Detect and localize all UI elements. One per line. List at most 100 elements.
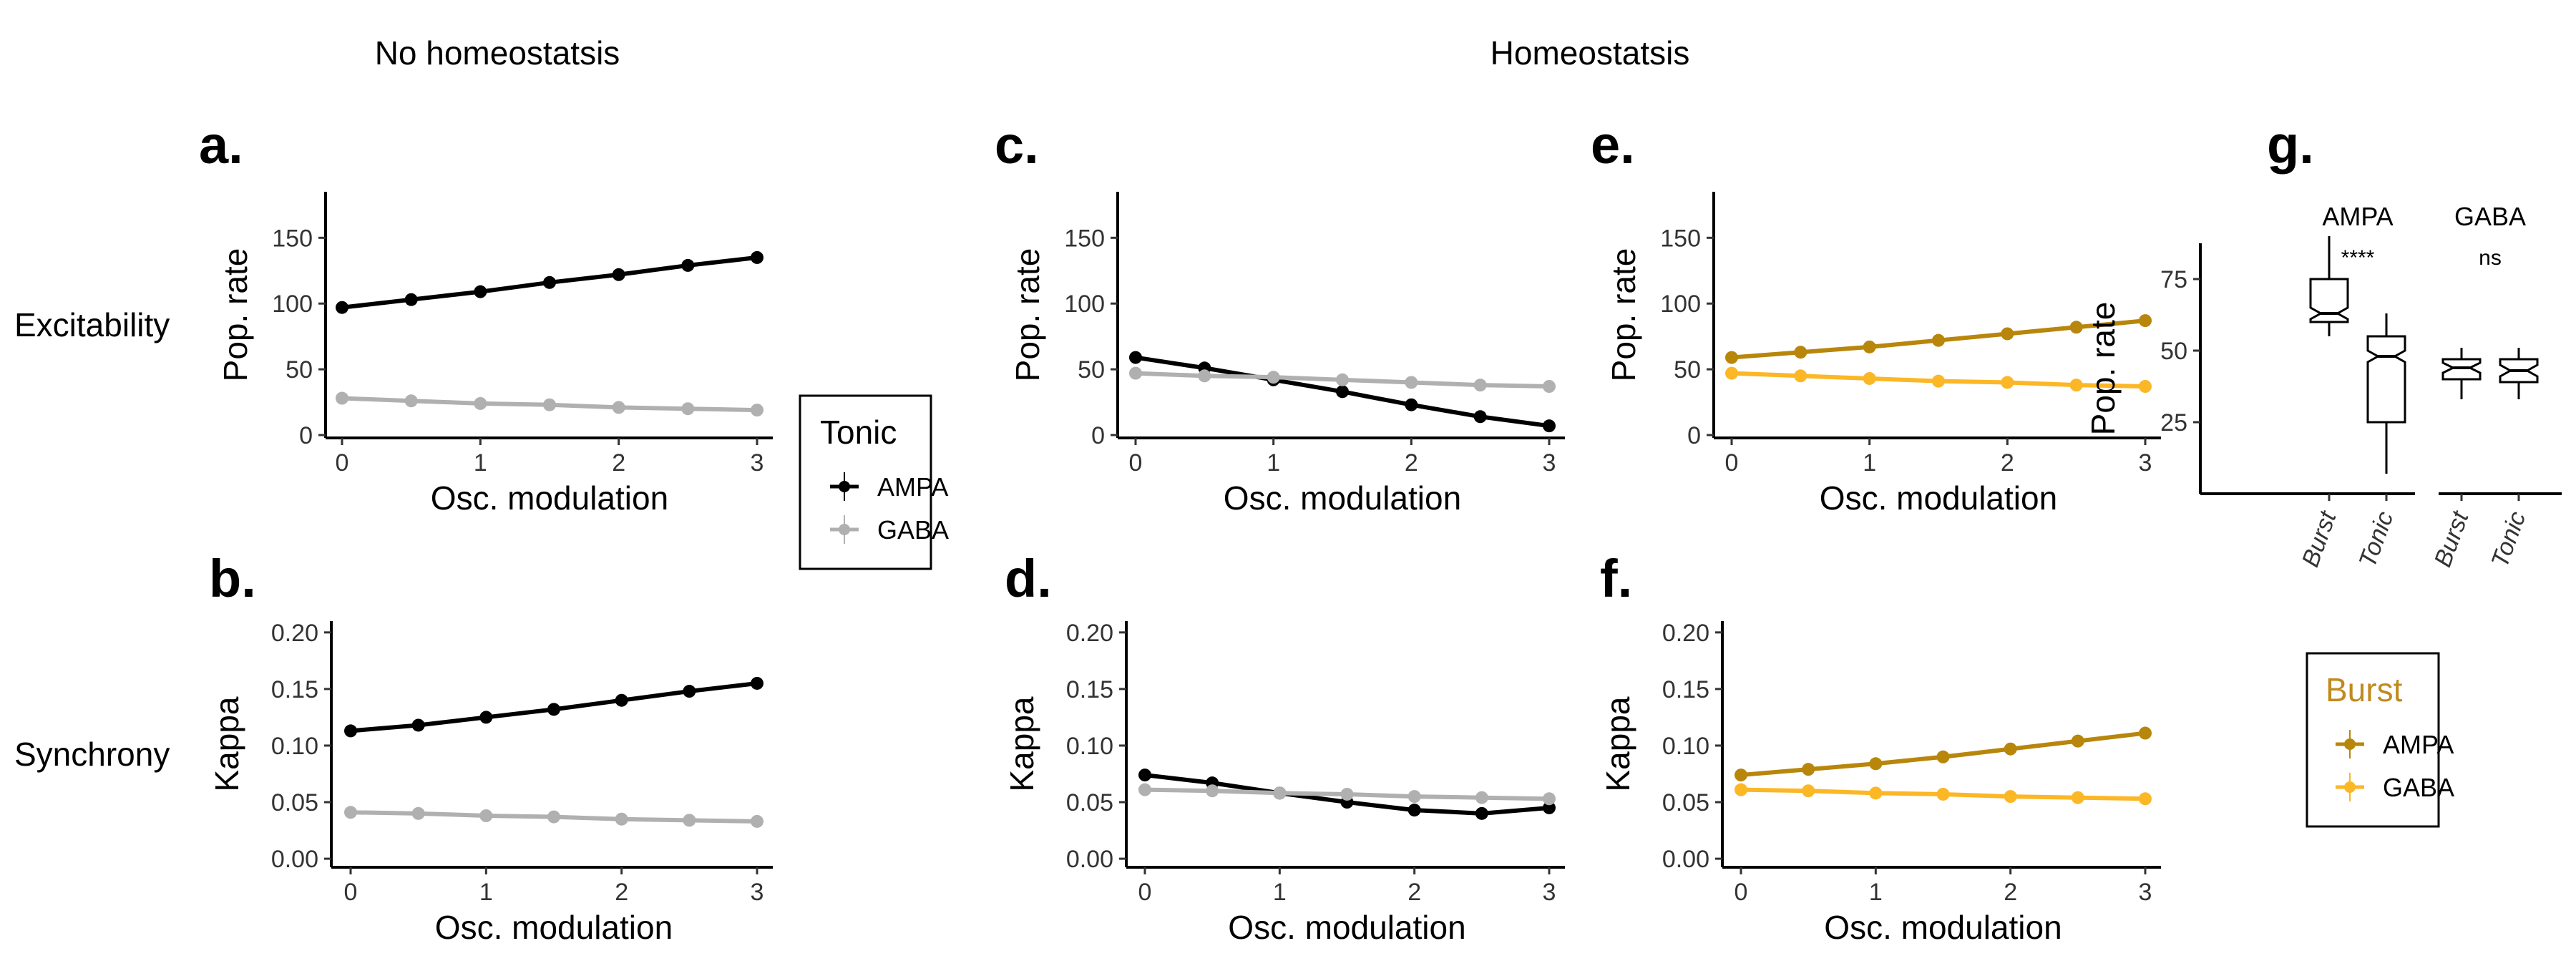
x-tick-label: 2 xyxy=(1407,879,1421,906)
data-point xyxy=(344,724,357,738)
x-tick-label: 2 xyxy=(1405,449,1418,477)
y-tick-label: 0.20 xyxy=(1662,620,1709,647)
panel-letter-d: d. xyxy=(1005,549,1052,608)
x-axis-title-b: Osc. modulation xyxy=(435,909,673,946)
panel-letter-b: b. xyxy=(209,549,256,608)
data-point xyxy=(1863,340,1876,353)
panel-b: b. 0.00 0.05 0.10 0.15 0.20 0 1 2 3 Osc. modulatio… xyxy=(208,549,773,946)
data-point xyxy=(2139,380,2152,393)
data-point xyxy=(2139,792,2152,806)
y-axis-title-c: Pop. rate xyxy=(1009,248,1046,382)
data-point xyxy=(1407,804,1421,817)
y-tick-label: 0.10 xyxy=(1066,733,1113,760)
data-point xyxy=(751,676,763,690)
y-tick-label: 0.15 xyxy=(271,676,318,703)
data-point xyxy=(1138,783,1151,796)
data-point xyxy=(404,394,418,408)
data-point xyxy=(2004,742,2017,756)
data-point xyxy=(2139,726,2152,740)
data-point xyxy=(1869,786,1883,800)
x-tick-label: 3 xyxy=(751,449,764,477)
data-point xyxy=(1735,769,1747,782)
data-point xyxy=(1543,380,1556,393)
data-point xyxy=(1198,369,1211,383)
y-tick-label: 0.15 xyxy=(1066,676,1113,703)
y-tick-label: 0.00 xyxy=(1066,846,1113,873)
data-point xyxy=(1475,791,1488,804)
data-point xyxy=(411,718,425,732)
data-point xyxy=(1794,346,1807,359)
data-point xyxy=(344,806,357,819)
data-point xyxy=(751,814,763,828)
data-point xyxy=(1932,333,1945,347)
data-point xyxy=(2071,791,2084,804)
data-point xyxy=(681,402,695,416)
x-tick-label: 2 xyxy=(612,449,625,477)
y-tick-label: 0.05 xyxy=(1662,789,1709,816)
legend-burst: Burst AMPA GABA xyxy=(2306,652,2454,828)
y-axis-title-e: Pop. rate xyxy=(1605,248,1642,382)
data-point xyxy=(404,293,418,306)
x-tick-label: Tonic xyxy=(2486,508,2531,571)
data-point xyxy=(612,401,625,414)
data-point xyxy=(1340,787,1354,801)
data-point xyxy=(411,806,425,820)
data-point xyxy=(547,810,560,824)
data-point xyxy=(1543,419,1556,433)
legend-tonic-label-gaba: GABA xyxy=(877,515,949,545)
series-tonic-gaba xyxy=(1129,366,1556,393)
y-tick-label: 0 xyxy=(1687,422,1701,449)
data-point xyxy=(1936,787,1950,801)
data-point xyxy=(1735,783,1747,796)
y-tick-label: 150 xyxy=(1660,225,1701,252)
y-tick-label: 100 xyxy=(272,291,313,318)
legend-burst-frame xyxy=(2306,652,2440,828)
facet-label-gaba: GABA xyxy=(2454,202,2526,231)
y-tick-label: 100 xyxy=(1064,291,1105,318)
data-point xyxy=(1407,790,1421,804)
y-axis-title-g: Pop. rate xyxy=(2084,302,2122,436)
y-axis-title-f: Kappa xyxy=(1599,696,1636,791)
data-point xyxy=(543,398,556,411)
data-point xyxy=(612,268,625,281)
legend-tonic: Tonic AMPA GABA xyxy=(799,394,949,570)
row-header-synchrony: Synchrony xyxy=(14,736,170,773)
data-point xyxy=(1869,757,1883,771)
x-tick-label: 2 xyxy=(615,879,628,906)
x-tick-label: 0 xyxy=(1735,879,1748,906)
panel-letter-f: f. xyxy=(1600,549,1632,608)
series-burst-ampa xyxy=(1735,726,2152,782)
x-tick-label: 3 xyxy=(2139,449,2152,477)
data-point xyxy=(1129,366,1142,380)
data-point xyxy=(1336,373,1349,386)
series-tonic-ampa xyxy=(344,676,763,738)
y-tick-label: 75 xyxy=(2160,266,2187,293)
data-point xyxy=(479,809,493,822)
column-header-no-homeostasis: No homeostatsis xyxy=(375,34,620,72)
series-tonic-gaba xyxy=(336,391,763,417)
x-tick-label: 0 xyxy=(336,449,349,477)
box-burst: Burst xyxy=(2429,348,2482,570)
y-axis-title-b: Kappa xyxy=(208,696,245,791)
data-point xyxy=(1802,784,1815,798)
data-point xyxy=(2004,790,2017,804)
x-tick-label: 2 xyxy=(2004,879,2017,906)
data-point xyxy=(2001,376,2014,389)
y-tick-label: 0.00 xyxy=(271,846,318,873)
x-tick-label: 0 xyxy=(1129,449,1143,477)
y-tick-label: 150 xyxy=(272,225,313,252)
data-point xyxy=(479,711,493,724)
facet-label-ampa: AMPA xyxy=(2322,202,2393,231)
box-tonic: Tonic xyxy=(2353,313,2406,571)
data-point xyxy=(336,391,348,405)
data-point xyxy=(1336,385,1349,399)
x-axis-title-f: Osc. modulation xyxy=(1824,909,2062,946)
x-axis-title-e: Osc. modulation xyxy=(1820,479,2057,517)
significance-label: ns xyxy=(2479,246,2502,270)
x-tick-label: 1 xyxy=(479,879,493,906)
legend-tonic-title: Tonic xyxy=(820,414,897,451)
y-tick-label: 0.15 xyxy=(1662,676,1709,703)
legend-tonic-key-ampa xyxy=(830,472,859,501)
